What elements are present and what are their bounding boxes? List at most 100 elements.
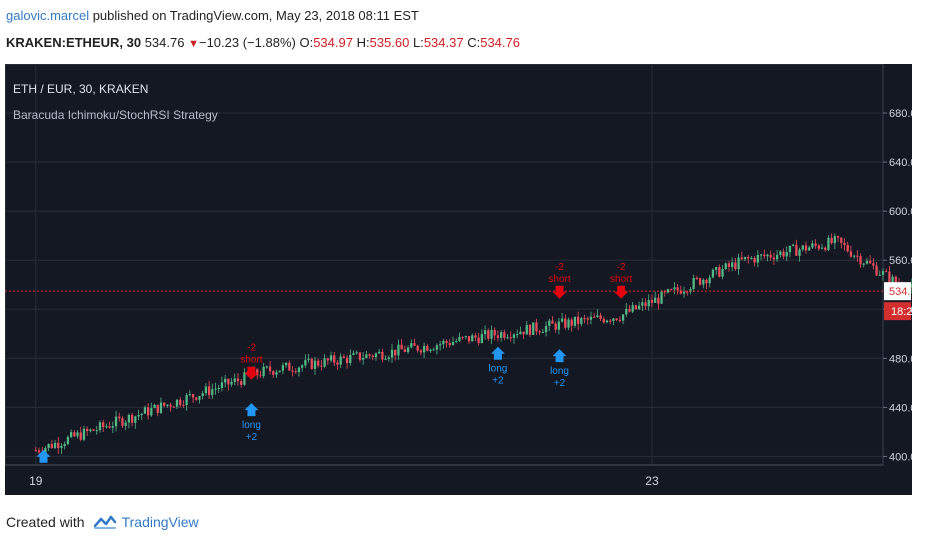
candle-body xyxy=(769,254,772,258)
candle-body xyxy=(320,365,323,367)
y-tick-label: 680.00 xyxy=(889,108,912,120)
candle-body xyxy=(224,378,227,383)
candle-body xyxy=(631,305,634,312)
candle-body xyxy=(169,404,172,407)
candle-body xyxy=(147,407,150,416)
candle-body xyxy=(76,432,79,437)
long-arrow-icon xyxy=(552,349,567,363)
low-label: L: xyxy=(412,35,424,50)
candle-body xyxy=(220,382,224,389)
candle-body xyxy=(596,315,599,318)
candle-body xyxy=(609,320,612,322)
candle-body xyxy=(625,308,628,315)
long-signal-size: +2 xyxy=(492,376,504,387)
short-signal: short-2 xyxy=(548,262,571,299)
candle-body xyxy=(817,245,820,249)
candle-body xyxy=(387,357,390,359)
y-tick-label: 640.00 xyxy=(889,157,912,169)
candle-body xyxy=(721,269,724,277)
candle-body xyxy=(259,375,262,377)
candle-body xyxy=(448,342,451,345)
candle-body xyxy=(310,358,313,369)
candle-body xyxy=(275,372,278,375)
candle-body xyxy=(808,247,811,251)
candle-body xyxy=(207,386,211,395)
candle-body xyxy=(522,331,525,335)
candle-body xyxy=(869,260,872,264)
tradingview-brand-link[interactable]: TradingView xyxy=(121,514,199,530)
candle-body xyxy=(647,299,650,307)
candle-body xyxy=(150,408,153,416)
long-signal-label: long xyxy=(242,420,261,431)
candle-body xyxy=(766,254,769,257)
candle-body xyxy=(240,381,243,385)
candle-body xyxy=(814,243,817,246)
candle-body xyxy=(560,318,564,322)
candle-body xyxy=(830,237,833,244)
candle-body xyxy=(172,406,175,408)
candle-body xyxy=(499,332,503,338)
candle-body xyxy=(740,257,743,260)
candle-body xyxy=(455,340,458,342)
candle-body xyxy=(63,444,66,446)
candle-body xyxy=(362,358,365,360)
candle-body xyxy=(284,362,288,366)
candle-body xyxy=(602,318,605,323)
candle-body xyxy=(804,245,808,251)
candle-body xyxy=(528,324,532,335)
candle-body xyxy=(641,302,644,306)
candle-body xyxy=(577,316,580,325)
long-arrow-icon xyxy=(490,346,505,360)
candle-body xyxy=(329,355,333,361)
candle-body xyxy=(580,318,583,325)
candle-body xyxy=(538,331,541,333)
open-label: O: xyxy=(299,35,314,50)
author-link[interactable]: galovic.marcel xyxy=(6,8,90,23)
candle-body xyxy=(727,263,731,267)
price-chart[interactable]: 400.00440.00480.00520.00560.00600.00640.… xyxy=(5,64,912,495)
candle-body xyxy=(188,394,191,396)
candle-body xyxy=(878,274,881,276)
candle-body xyxy=(782,251,785,257)
tradingview-logo-icon[interactable] xyxy=(93,514,117,530)
candle-body xyxy=(140,413,143,416)
candle-body xyxy=(342,356,346,358)
candle-body xyxy=(795,244,798,256)
candle-body xyxy=(86,428,89,432)
candle-body xyxy=(503,332,506,338)
candle-body xyxy=(458,336,461,341)
candle-body xyxy=(843,242,846,245)
long-arrow-icon xyxy=(36,449,51,463)
candle-body xyxy=(313,360,317,369)
candle-body xyxy=(374,353,378,358)
candle-body xyxy=(673,287,676,290)
short-signal: short-2 xyxy=(610,262,632,299)
candle-body xyxy=(535,322,538,332)
candle-body xyxy=(718,267,721,277)
candle-body xyxy=(471,335,474,342)
candle-body xyxy=(121,418,124,426)
candle-body xyxy=(297,367,301,373)
candle-body xyxy=(532,322,535,335)
candle-body xyxy=(105,426,108,428)
short-arrow-icon xyxy=(614,285,629,299)
short-signal-label: short xyxy=(548,274,570,285)
candle-body xyxy=(682,291,686,294)
candle-body xyxy=(715,267,718,270)
candle-body xyxy=(317,360,320,366)
candle-body xyxy=(111,426,114,428)
countdown-label: 18:27 xyxy=(891,306,912,318)
candle-body xyxy=(410,343,413,348)
candle-body xyxy=(493,329,496,336)
candle-body xyxy=(670,289,673,291)
candle-body xyxy=(840,237,843,243)
candle-body xyxy=(445,340,448,343)
candle-body xyxy=(865,260,869,264)
candle-body xyxy=(301,365,304,368)
candle-body xyxy=(743,256,747,260)
candle-body xyxy=(881,271,885,275)
candle-body xyxy=(615,318,618,321)
candle-body xyxy=(759,254,763,256)
candle-body xyxy=(368,354,371,356)
candle-body xyxy=(785,252,788,257)
